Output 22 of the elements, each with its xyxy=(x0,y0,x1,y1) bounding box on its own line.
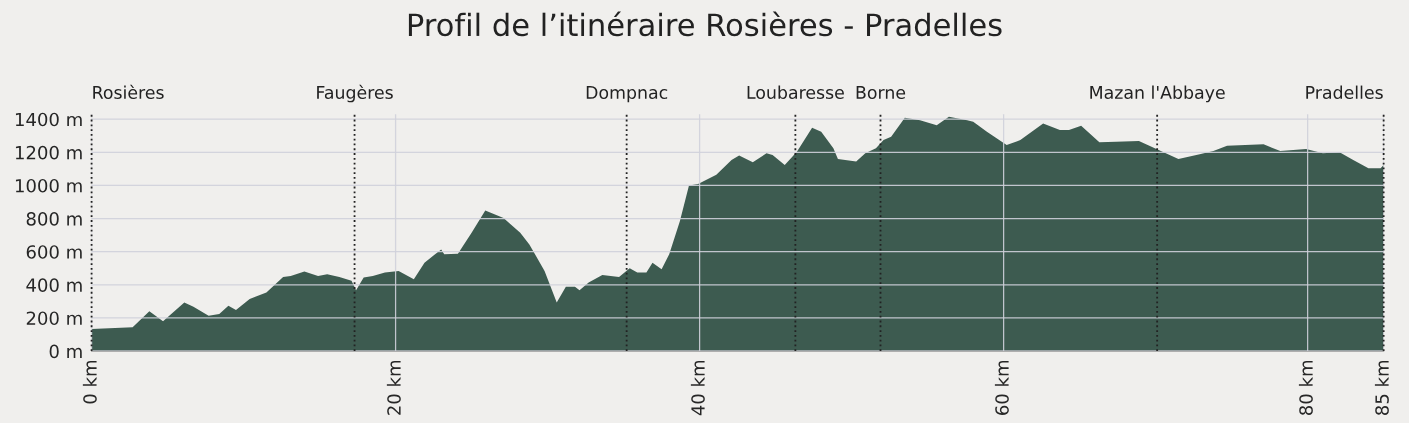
y-tick-label: 1400 m xyxy=(15,112,82,127)
ref-line-label: Loubaresse xyxy=(747,85,844,99)
ref-line-label: Faugères xyxy=(317,84,393,103)
ref-line-label: Rosières xyxy=(93,84,164,99)
y-tick-label: 1000 m xyxy=(15,178,82,193)
x-tick-label: 0 km xyxy=(82,360,97,404)
y-tick-label: 400 m xyxy=(26,278,82,292)
x-tick-label: 85 km xyxy=(1374,360,1389,415)
ref-line-label: Mazan l'Abbaye xyxy=(1090,85,1225,103)
y-tick-label: 200 m xyxy=(26,311,82,326)
chart-title: Profil de l’itinéraire Rosières - Pradelles xyxy=(408,11,1002,37)
x-tick-label: 80 km xyxy=(1298,360,1313,415)
y-tick-label: 600 m xyxy=(26,245,82,259)
ref-line-label: Borne xyxy=(856,86,906,99)
y-tick-label: 0 m xyxy=(49,344,82,359)
ref-line-label: Pradelles xyxy=(1306,85,1383,99)
x-tick-label: 60 km xyxy=(994,360,1009,415)
ref-line-label: Dompnac xyxy=(586,86,668,103)
y-tick-label: 1200 m xyxy=(15,145,82,160)
x-tick-label: 20 km xyxy=(386,360,401,415)
x-tick-label: 40 km xyxy=(690,360,705,416)
y-tick-label: 800 m xyxy=(26,212,82,226)
